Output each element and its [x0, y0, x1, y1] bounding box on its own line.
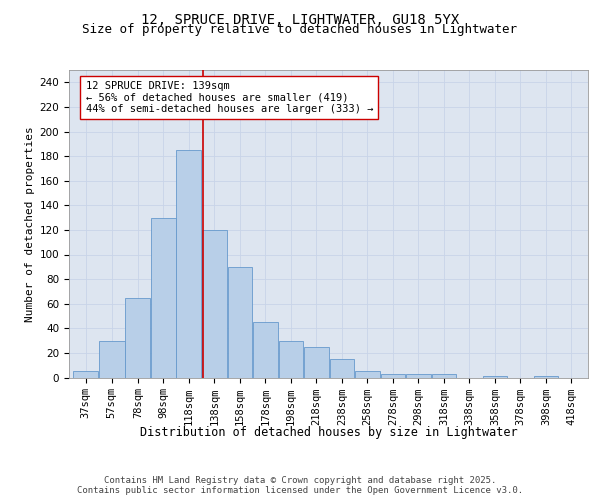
Text: 12, SPRUCE DRIVE, LIGHTWATER, GU18 5YX: 12, SPRUCE DRIVE, LIGHTWATER, GU18 5YX	[141, 12, 459, 26]
Bar	[380, 374, 405, 378]
Text: Distribution of detached houses by size in Lightwater: Distribution of detached houses by size …	[140, 426, 518, 439]
Bar	[202, 230, 227, 378]
Bar	[227, 267, 252, 378]
Bar	[355, 372, 380, 378]
Bar	[151, 218, 176, 378]
Text: 12 SPRUCE DRIVE: 139sqm
← 56% of detached houses are smaller (419)
44% of semi-d: 12 SPRUCE DRIVE: 139sqm ← 56% of detache…	[86, 81, 373, 114]
Bar	[125, 298, 150, 378]
Bar	[176, 150, 201, 378]
Bar	[431, 374, 456, 378]
Y-axis label: Number of detached properties: Number of detached properties	[25, 126, 35, 322]
Bar	[73, 372, 98, 378]
Text: Contains HM Land Registry data © Crown copyright and database right 2025.
Contai: Contains HM Land Registry data © Crown c…	[77, 476, 523, 495]
Bar	[329, 359, 354, 378]
Bar	[482, 376, 507, 378]
Bar	[406, 374, 431, 378]
Text: Size of property relative to detached houses in Lightwater: Size of property relative to detached ho…	[83, 24, 517, 36]
Bar	[304, 347, 329, 378]
Bar	[533, 376, 558, 378]
Bar	[99, 340, 125, 378]
Bar	[253, 322, 278, 378]
Bar	[278, 340, 303, 378]
